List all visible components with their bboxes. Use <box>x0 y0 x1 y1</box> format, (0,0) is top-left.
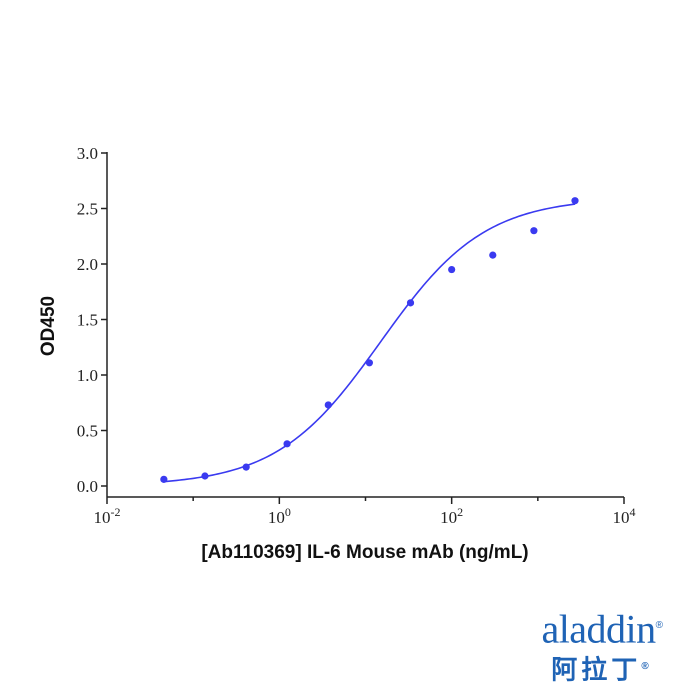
data-point <box>201 472 209 480</box>
data-point <box>571 197 579 205</box>
logo-wordmark: aladdin® <box>522 604 682 651</box>
x-tick-label: 10-2 <box>94 505 121 527</box>
fit-curve <box>163 203 576 483</box>
data-point <box>406 299 415 307</box>
y-tick-label: 0.0 <box>77 477 98 496</box>
y-tick-label: 3.0 <box>77 144 98 163</box>
x-tick-exponent: 4 <box>630 505 636 519</box>
data-points <box>160 197 579 483</box>
data-point <box>448 265 456 274</box>
logo-chinese-text: 阿拉丁® <box>522 651 682 687</box>
y-tick-label: 2.0 <box>77 255 98 274</box>
x-tick-label: 100 <box>268 505 291 527</box>
axes: 0.00.51.01.52.02.53.0 10-2 100 102 104 <box>77 144 636 527</box>
y-tick-label: 1.5 <box>77 311 98 330</box>
x-tick-label: 102 <box>440 505 463 527</box>
x-axis-title: [Ab110369] IL-6 Mouse mAb (ng/mL) <box>201 542 528 563</box>
y-ticks: 0.0 0.5 1.0 1.5 2.0 2.5 3.0 <box>77 144 107 496</box>
data-point <box>324 401 332 409</box>
data-point <box>365 359 374 367</box>
aladdin-logo: aladdin® 阿拉丁® <box>522 604 682 686</box>
y-tick-label: 1.0 <box>77 366 98 385</box>
y-tick-label: 0.5 <box>77 422 98 441</box>
logo-chinese-label: 阿拉丁 <box>551 655 642 686</box>
x-tick-exponent: 2 <box>457 505 463 519</box>
x-tick-exponent: 0 <box>285 505 291 519</box>
data-point <box>160 475 168 483</box>
x-tick-base: 10 <box>440 508 457 527</box>
registered-mark: ® <box>655 620 663 631</box>
x-tick-exponent: -2 <box>111 505 121 519</box>
registered-mark-cn: ® <box>641 661 653 673</box>
x-tick-base: 10 <box>613 508 630 527</box>
x-ticks: 10-2 100 102 104 <box>94 497 636 527</box>
data-point <box>242 463 250 471</box>
x-tick-base: 10 <box>94 508 111 527</box>
data-point <box>489 251 497 259</box>
x-tick-label: 104 <box>613 505 636 527</box>
y-tick-label: 2.5 <box>77 200 98 219</box>
y-axis-title: OD450 <box>38 296 59 356</box>
data-point <box>530 227 538 235</box>
logo-wordmark-text: aladdin <box>541 606 656 652</box>
x-tick-base: 10 <box>268 508 285 527</box>
data-point <box>283 440 291 448</box>
